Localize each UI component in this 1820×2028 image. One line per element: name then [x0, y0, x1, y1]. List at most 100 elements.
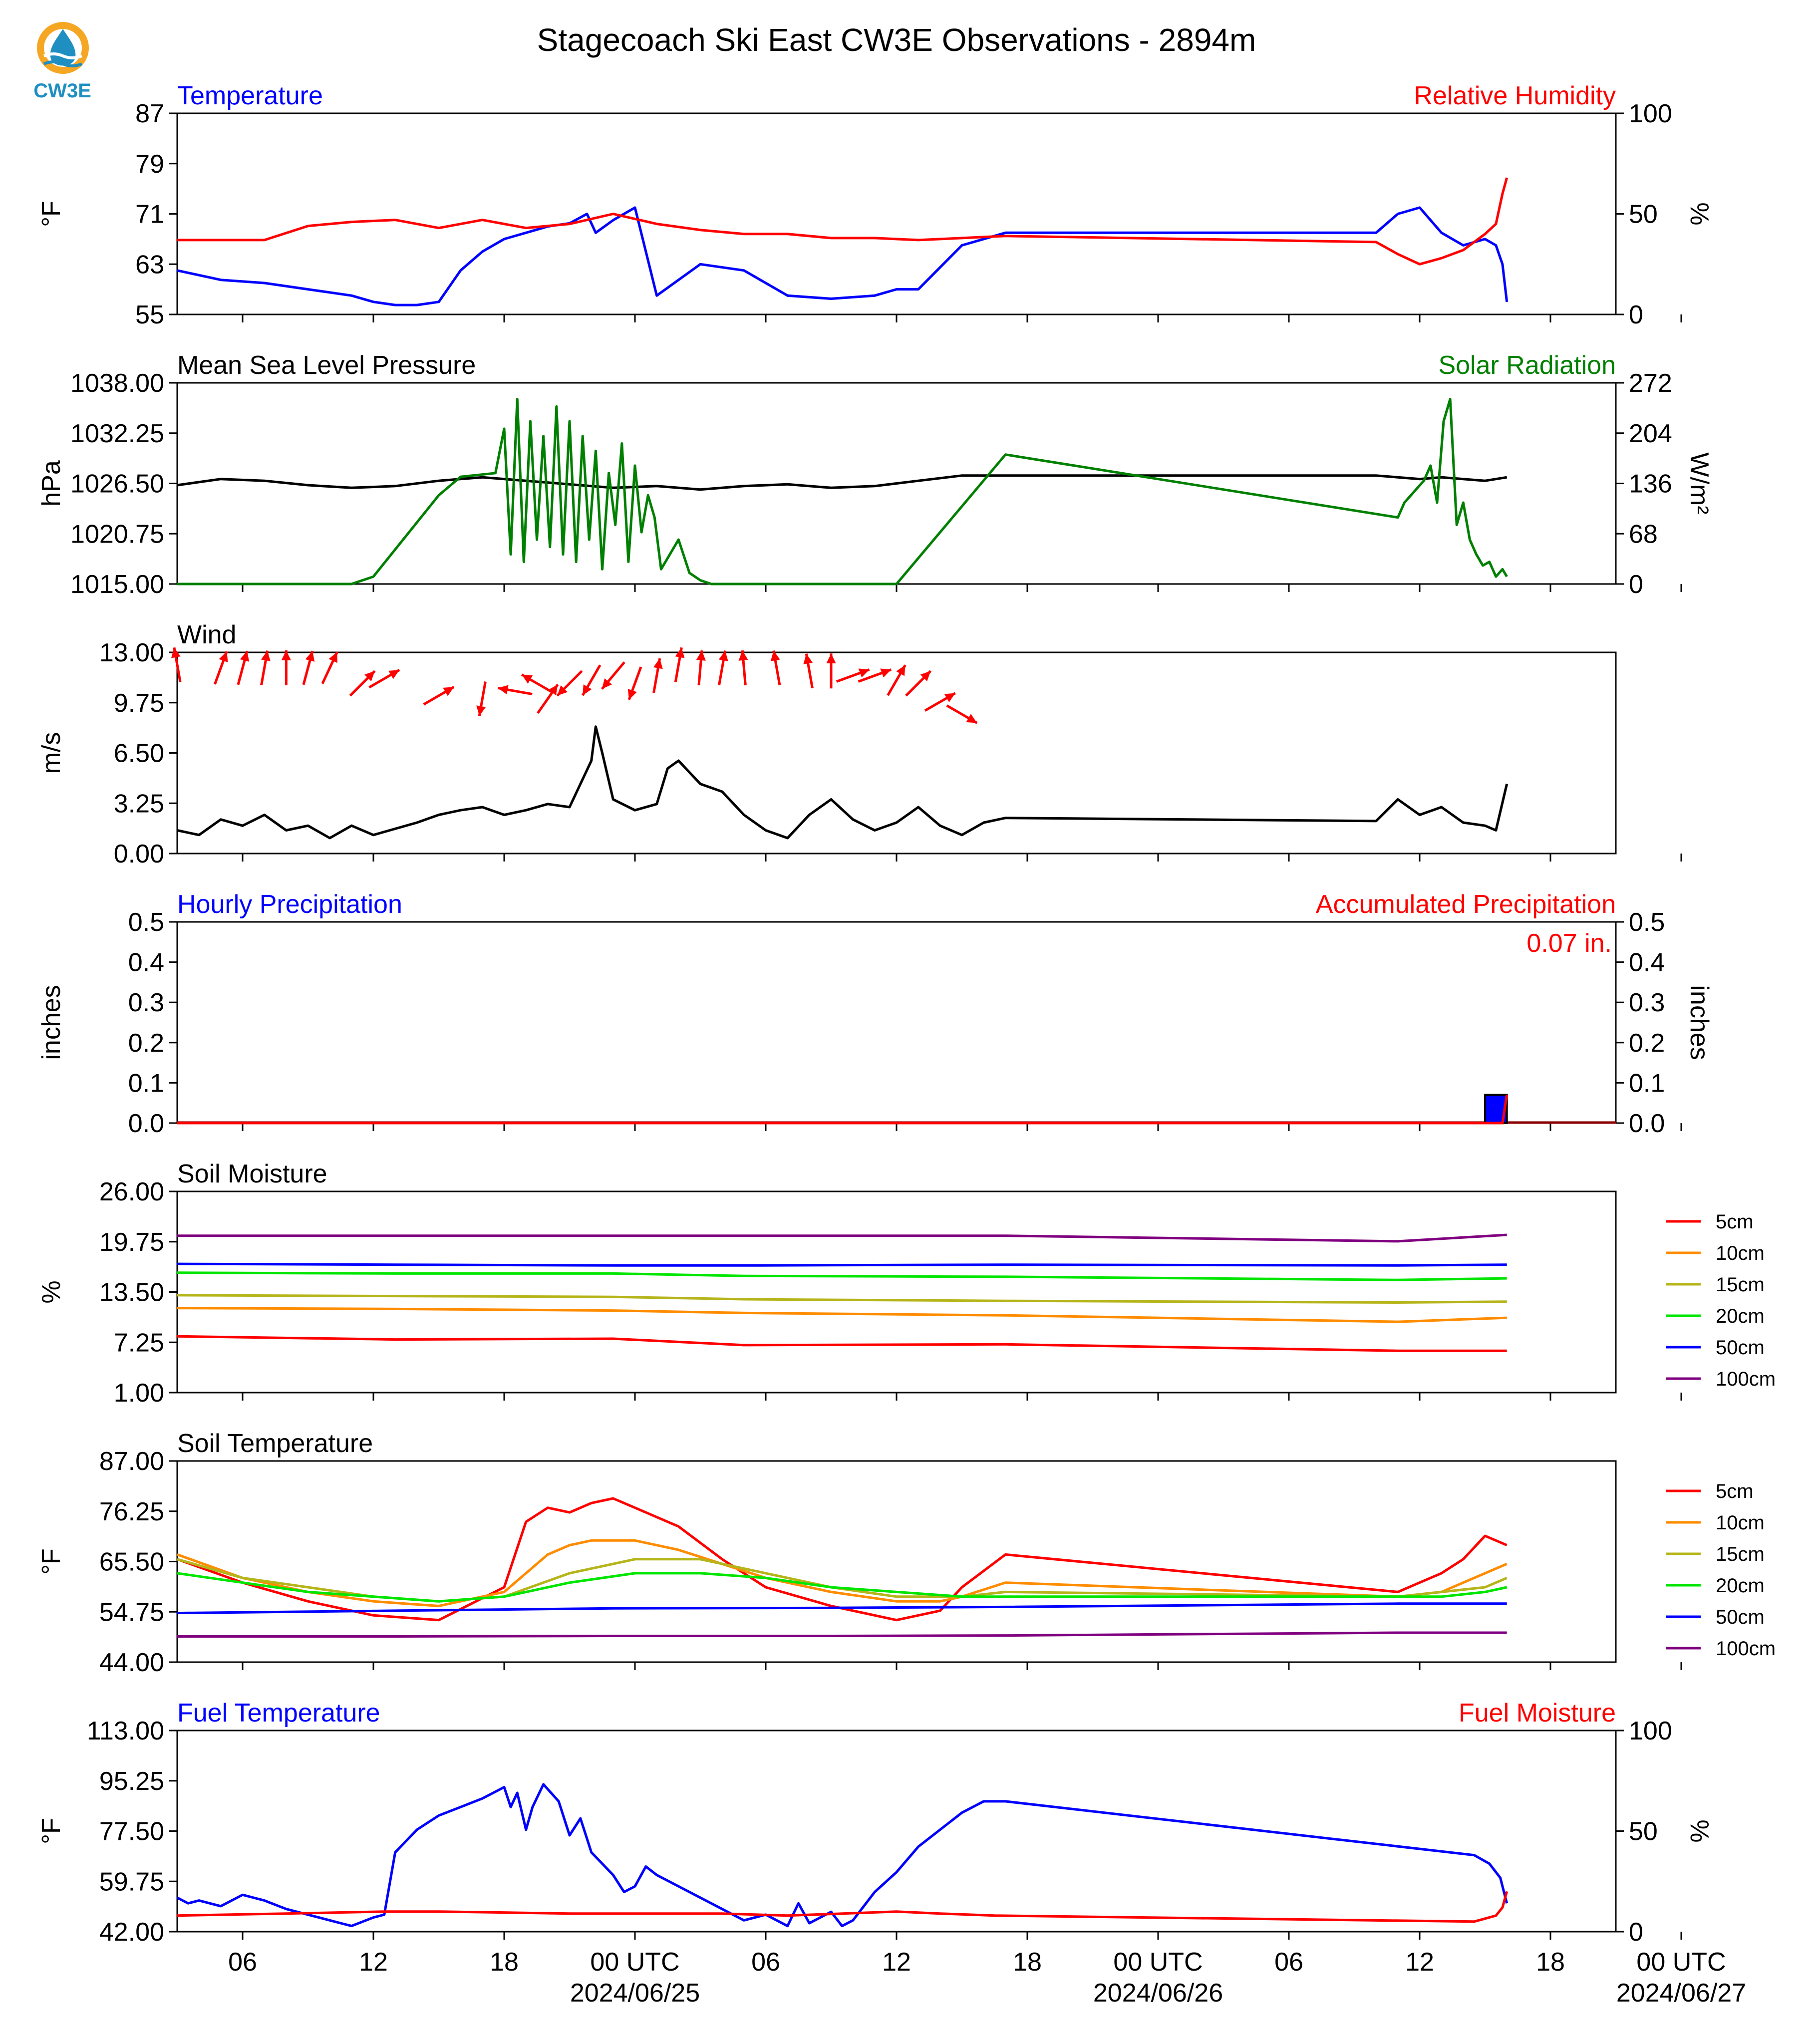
legend-label: 5cm [1716, 1211, 1754, 1233]
series-line-10cm [177, 1307, 1507, 1323]
x-tick-label: 06 [1274, 1948, 1303, 1977]
series-line-mean-sea-level-pressure [177, 474, 1508, 491]
y-tick-label: 19.75 [99, 1228, 164, 1257]
wind-arrow-head [498, 685, 509, 695]
y-tick-label-right: 100 [1629, 99, 1672, 128]
panel-title-left: Hourly Precipitation [177, 890, 402, 919]
wind-arrow-head [826, 653, 836, 664]
y-tick-label: 1.00 [114, 1379, 164, 1408]
y-tick-label: 0.5 [128, 908, 164, 937]
y-tick-label: 3.25 [114, 789, 164, 818]
y-tick-label-right: 68 [1629, 520, 1658, 549]
y-axis-label-right: inches [1685, 985, 1714, 1060]
y-tick-label: 59.75 [99, 1867, 164, 1896]
panel-title-left: Mean Sea Level Pressure [177, 351, 476, 380]
series-line-50cm [177, 1602, 1507, 1615]
y-tick-label: 55 [135, 300, 164, 329]
y-axis-label-right: % [1685, 202, 1714, 225]
panel-5 [169, 1190, 1701, 1401]
panel-frame [176, 1190, 1617, 1394]
panel-title-right: Relative Humidity [1414, 81, 1616, 110]
panel-6 [169, 1460, 1701, 1670]
y-tick-label: 54.75 [99, 1598, 164, 1627]
wind-arrow-head [653, 658, 663, 669]
x-date-label: 2024/06/25 [570, 1979, 700, 2008]
wind-arrow-head [240, 651, 250, 662]
cw3e-logo [37, 22, 89, 74]
y-axis-label-right: % [1685, 1819, 1714, 1842]
legend-label: 100cm [1716, 1638, 1776, 1660]
y-tick-label-right: 0.3 [1629, 988, 1665, 1017]
logo-text: CW3E [33, 80, 91, 102]
wind-arrow-head [627, 689, 637, 700]
legend-label: 20cm [1716, 1575, 1765, 1597]
legend-label: 5cm [1716, 1480, 1754, 1502]
y-tick-label: 44.00 [99, 1648, 164, 1677]
accumulated-precip-line [177, 1095, 1509, 1125]
y-tick-label: 13.50 [99, 1278, 164, 1307]
accumulated-precip-annotation: 0.07 in. [1526, 929, 1612, 958]
x-tick-label: 00 UTC [1113, 1948, 1203, 1977]
series-line-5cm [177, 1497, 1508, 1622]
panel-2 [169, 382, 1682, 592]
y-tick-label: 71 [135, 200, 164, 229]
series-line-15cm [177, 1294, 1507, 1304]
y-tick-label-right: 136 [1629, 470, 1672, 499]
y-tick-label-right: 0.4 [1629, 948, 1665, 977]
y-tick-label: 77.50 [99, 1817, 164, 1846]
y-tick-label: 1020.75 [70, 520, 164, 549]
x-tick-label: 06 [228, 1948, 257, 1977]
panel-title-left: Soil Temperature [177, 1429, 373, 1458]
legend-label: 10cm [1716, 1242, 1765, 1264]
y-axis-label-right: W/m² [1685, 452, 1714, 514]
y-tick-label-right: 0.0 [1629, 1109, 1665, 1138]
panel-7 [169, 1730, 1682, 1940]
series-line-solar-radiation [177, 398, 1508, 585]
wind-arrow-head [944, 693, 955, 702]
y-tick-label: 87 [135, 99, 164, 128]
y-tick-label: 0.3 [128, 988, 164, 1017]
legend-label: 10cm [1716, 1512, 1765, 1534]
y-tick-label-right: 204 [1629, 419, 1672, 448]
y-tick-label: 13.00 [99, 638, 164, 667]
series-line-5cm [177, 1335, 1507, 1352]
y-tick-label: 1026.50 [70, 470, 164, 499]
y-axis-label: % [37, 1280, 66, 1303]
panel-1 [169, 112, 1682, 322]
y-tick-label-right: 0.2 [1629, 1029, 1665, 1058]
panel-title-right: Fuel Moisture [1459, 1699, 1616, 1728]
figure-title: Stagecoach Ski East CW3E Observations - … [537, 22, 1256, 58]
wind-arrow-head [219, 651, 228, 662]
panel-frame [176, 921, 1617, 1124]
series-line-100cm [177, 1233, 1507, 1243]
y-tick-label: 0.4 [128, 948, 164, 977]
y-tick-label: 1032.25 [70, 419, 164, 448]
legend-label: 50cm [1716, 1606, 1765, 1628]
y-tick-label: 1015.00 [70, 570, 164, 599]
wind-arrow-head [171, 647, 181, 658]
y-tick-label: 0.0 [128, 1109, 164, 1138]
wind-arrow-head [261, 650, 271, 661]
legend-label: 50cm [1716, 1337, 1765, 1359]
x-tick-label: 06 [751, 1948, 780, 1977]
y-axis-label: °F [37, 201, 66, 227]
y-axis-label: °F [37, 1818, 66, 1844]
series-line-20cm [177, 1572, 1508, 1603]
y-axis-label: °F [37, 1548, 66, 1575]
legend-label: 15cm [1716, 1274, 1765, 1296]
legend-label: 15cm [1716, 1543, 1765, 1565]
wind-arrow-head [675, 647, 685, 658]
wind-arrow-head [557, 685, 568, 696]
panel-title-left: Soil Moisture [177, 1159, 327, 1188]
series-line-20cm [177, 1271, 1507, 1281]
x-tick-label: 18 [1536, 1948, 1565, 1977]
series-line-relative-humidity [177, 177, 1509, 266]
wind-arrow-head [966, 714, 977, 723]
wind-arrow-head [880, 668, 892, 678]
y-tick-label: 95.25 [99, 1767, 164, 1796]
wind-arrow-head [548, 684, 558, 696]
wind-arrow-head [696, 650, 706, 661]
y-tick-label-right: 272 [1629, 369, 1672, 398]
legend-label: 100cm [1716, 1368, 1776, 1390]
